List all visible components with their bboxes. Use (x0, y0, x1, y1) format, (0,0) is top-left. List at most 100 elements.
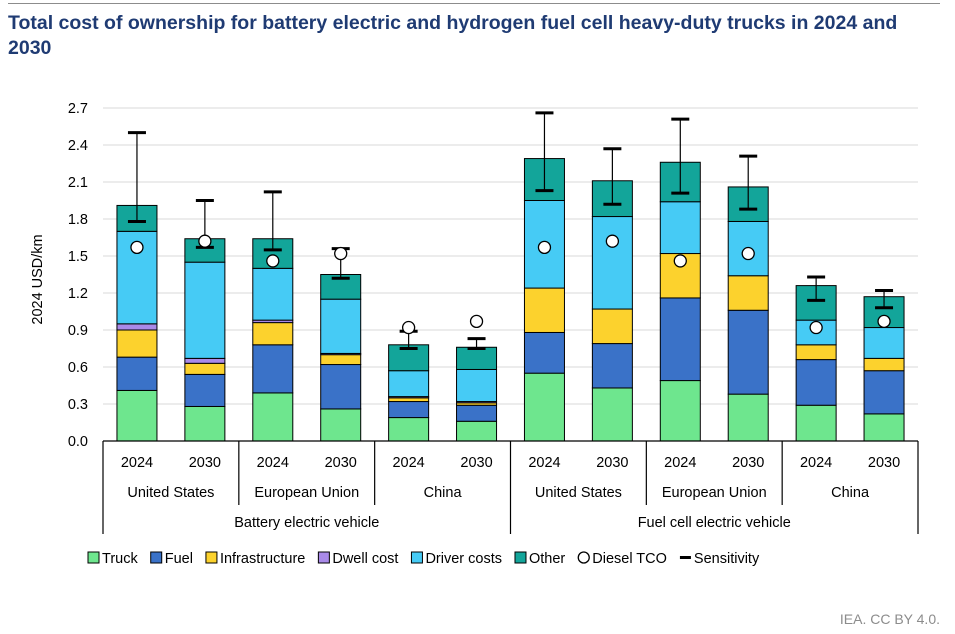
diesel-markers (130, 234, 891, 335)
y-tick-label: 1.5 (68, 249, 88, 265)
bar-infrastructure (523, 287, 565, 333)
bar-truck (727, 393, 769, 442)
bar-infrastructure (795, 344, 837, 361)
bar-fuel (523, 331, 565, 374)
bar-fuel (184, 373, 226, 407)
region-label: United States (535, 485, 622, 501)
bar-driver-costs (320, 298, 362, 354)
bar-truck (320, 408, 362, 442)
bar-truck (184, 405, 226, 442)
bar-driver-costs (184, 261, 226, 359)
bar-truck (659, 380, 701, 442)
chart-title: Total cost of ownership for battery elec… (8, 12, 898, 59)
bar-infrastructure (863, 357, 905, 372)
bar-truck (795, 404, 837, 442)
bar-fuel (659, 297, 701, 382)
legend-label: Fuel (165, 551, 193, 567)
diesel-tco-marker (741, 246, 755, 261)
diesel-tco-marker (877, 314, 891, 329)
diesel-tco-marker (605, 234, 620, 248)
x-tick-label: 2030 (460, 455, 492, 471)
sensitivity-bars (127, 111, 894, 350)
legend-swatch (87, 551, 100, 564)
bar-fuel (320, 364, 362, 410)
x-tick-label: 2024 (528, 455, 560, 471)
bar-fuel (591, 343, 633, 389)
source-note: IEA. CC BY 4.0. (839, 611, 940, 627)
diesel-tco-marker (266, 254, 280, 268)
region-label: United States (127, 485, 214, 501)
bar-fuel (388, 401, 430, 419)
region-label: China (424, 485, 463, 501)
axes: 0.0 0.3 0.6 0.9 1.2 1.5 1.8 2.1 2.4 2.7 2024 USD/k… (30, 101, 919, 534)
bar-truck (116, 389, 158, 442)
x-tick-label: 2030 (189, 455, 221, 471)
legend-label: Truck (102, 551, 138, 567)
bar-driver-costs (456, 368, 498, 403)
vehicle-type-label: Battery electric vehicle (234, 515, 379, 531)
top-rule (8, 3, 940, 4)
x-tick-label: 2030 (325, 455, 357, 471)
legend-swatch (514, 551, 527, 564)
x-tick-label: 2024 (392, 455, 424, 471)
legend-label: Other (529, 551, 565, 567)
bar-dwell-cost (116, 323, 158, 331)
bar-truck (252, 392, 294, 442)
diesel-tco-marker (130, 240, 144, 255)
bar-driver-costs (659, 201, 701, 255)
legend-label: Infrastructure (220, 551, 305, 567)
legend-swatch (577, 551, 590, 564)
bar-fuel (727, 309, 769, 395)
bar-driver-costs (591, 216, 633, 310)
region-label: European Union (254, 485, 359, 501)
y-tick-label: 0.3 (68, 397, 88, 413)
x-tick-label: 2024 (121, 455, 153, 471)
legend-swatch (150, 551, 163, 564)
diesel-tco-marker (809, 320, 823, 335)
bar-infrastructure (252, 322, 294, 346)
x-tick-label: 2024 (800, 455, 832, 471)
bar-fuel (795, 359, 837, 406)
diesel-tco-marker (198, 234, 212, 248)
y-tick-label: 1.2 (68, 286, 88, 302)
x-tick-label: 2030 (868, 455, 900, 471)
x-tick-label: 2030 (732, 455, 764, 471)
region-label: China (831, 485, 870, 501)
bar-truck (388, 417, 430, 442)
gridlines (103, 107, 918, 405)
bar-truck (591, 387, 633, 442)
bar-infrastructure (116, 329, 158, 358)
x-tick-label: 2030 (596, 455, 628, 471)
bar-infrastructure (591, 308, 633, 345)
bar-fuel (456, 404, 498, 422)
diesel-tco-marker (673, 254, 687, 268)
bar-infrastructure (320, 354, 362, 366)
bar-driver-costs (252, 267, 294, 321)
y-tick-label: 0.9 (68, 323, 88, 339)
x-tick-label: 2024 (257, 455, 289, 471)
y-tick-label: 0.0 (68, 434, 88, 450)
bars (116, 158, 905, 442)
y-tick-label: 1.8 (68, 212, 88, 228)
legend-swatch (205, 551, 218, 564)
legend: Truck Fuel Infrastructure Dwell cost Driver … (87, 551, 760, 567)
bar-infrastructure (727, 275, 769, 311)
legend-label: Dwell cost (332, 551, 398, 567)
y-tick-label: 2.1 (68, 175, 88, 191)
bar-truck (456, 420, 498, 442)
bar-fuel (116, 356, 158, 391)
bar-infrastructure (184, 362, 226, 375)
bar-dwell-cost (184, 357, 226, 364)
region-label: European Union (662, 485, 767, 501)
legend-swatch (410, 551, 423, 564)
bar-truck (863, 413, 905, 442)
x-tick-label: 2024 (664, 455, 696, 471)
legend-label: Sensitivity (694, 551, 760, 567)
y-axis-label: 2024 USD/km (30, 234, 46, 324)
diesel-tco-marker (537, 240, 552, 255)
bar-truck (523, 372, 565, 442)
bar-infrastructure (388, 397, 430, 403)
y-tick-label: 2.4 (68, 138, 88, 154)
y-tick-label: 0.6 (68, 360, 88, 376)
